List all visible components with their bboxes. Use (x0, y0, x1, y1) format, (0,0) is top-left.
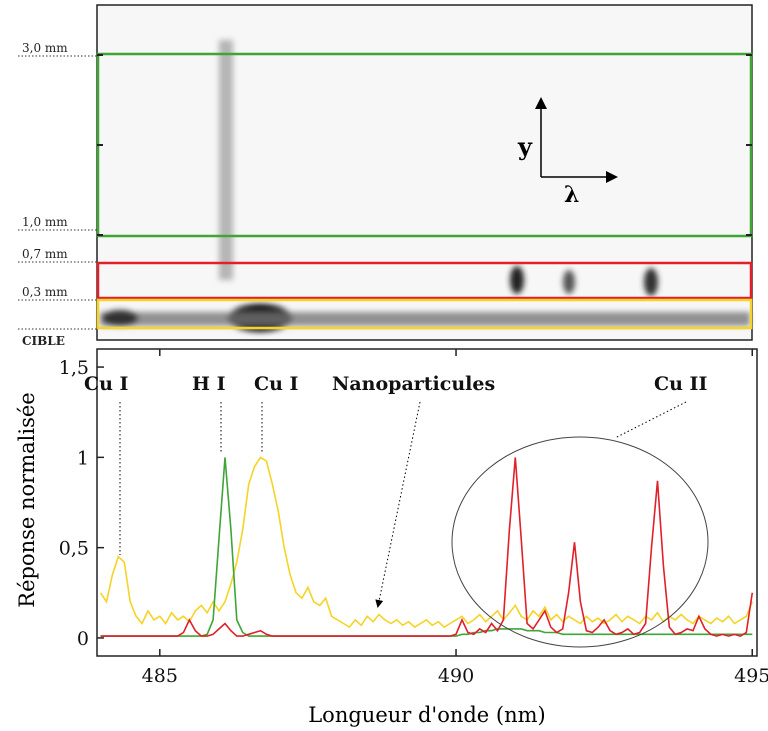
height-label: 3,0 mm (22, 41, 68, 55)
plot-frame (96, 348, 758, 657)
annotation: Cu I (84, 373, 129, 395)
y-tick-label: 0 (77, 628, 89, 650)
series-line (99, 456, 754, 629)
y-tick-label: 1 (77, 447, 89, 469)
target-label: CIBLE (22, 334, 65, 348)
axis-x-symbol: λ (564, 182, 579, 208)
axis-y-symbol: y (517, 132, 533, 161)
height-label: 0,7 mm (22, 247, 68, 261)
image-panel: 3,0 mm 1,0 mm 0,7 mm 0,3 mm CIBLE y λ (18, 4, 753, 348)
height-label: 1,0 mm (22, 215, 68, 229)
annotation: Cu II (654, 373, 707, 395)
annotation: H I (192, 373, 226, 395)
annotation: Cu I (254, 373, 299, 395)
x-tick-label: 485 (142, 665, 178, 687)
height-label: 0,3 mm (22, 285, 68, 299)
chart: 485 490 495 0 0,5 1 1,5 (59, 349, 768, 687)
spectral-image (100, 40, 750, 332)
x-tick-label: 490 (438, 665, 474, 687)
series-line (100, 457, 753, 637)
y-tick-label: 1,5 (59, 357, 89, 379)
y-axis-label: Réponse normalisée (15, 392, 39, 607)
y-tick-label: 0,5 (59, 538, 89, 560)
series-line (100, 457, 754, 637)
annotation: Nanoparticules (332, 373, 495, 395)
x-tick-label: 495 (734, 665, 768, 687)
x-axis-label: Longueur d'onde (nm) (308, 703, 546, 727)
annotation-guides (119, 401, 709, 648)
